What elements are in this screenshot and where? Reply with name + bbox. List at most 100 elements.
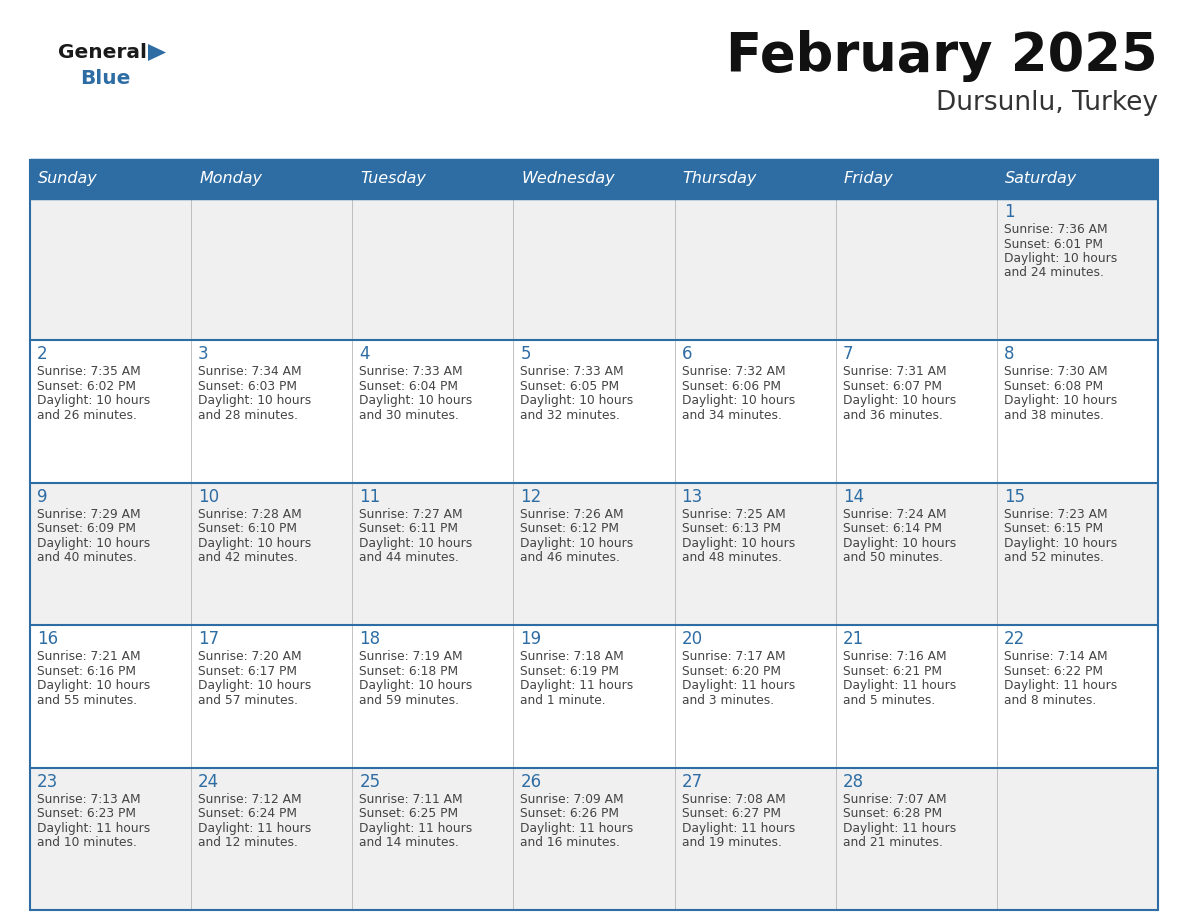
Text: Daylight: 10 hours: Daylight: 10 hours xyxy=(682,395,795,408)
Text: 26: 26 xyxy=(520,773,542,790)
Text: Sunrise: 7:11 AM: Sunrise: 7:11 AM xyxy=(359,792,463,806)
Text: Sunset: 6:22 PM: Sunset: 6:22 PM xyxy=(1004,665,1102,677)
Text: 13: 13 xyxy=(682,487,703,506)
Bar xyxy=(835,160,997,198)
Bar xyxy=(675,483,835,625)
Text: Sunrise: 7:16 AM: Sunrise: 7:16 AM xyxy=(842,650,947,663)
Text: Sunrise: 7:30 AM: Sunrise: 7:30 AM xyxy=(1004,365,1107,378)
Text: 5: 5 xyxy=(520,345,531,364)
Text: Daylight: 10 hours: Daylight: 10 hours xyxy=(37,679,150,692)
Text: Sunrise: 7:31 AM: Sunrise: 7:31 AM xyxy=(842,365,947,378)
Text: and 12 minutes.: and 12 minutes. xyxy=(198,836,298,849)
Text: Sunset: 6:12 PM: Sunset: 6:12 PM xyxy=(520,522,619,535)
Bar xyxy=(675,625,835,767)
Bar xyxy=(30,625,191,767)
Text: 23: 23 xyxy=(37,773,58,790)
Text: Daylight: 10 hours: Daylight: 10 hours xyxy=(198,537,311,550)
Text: Sunset: 6:03 PM: Sunset: 6:03 PM xyxy=(198,380,297,393)
Text: Blue: Blue xyxy=(80,69,131,88)
Text: Daylight: 10 hours: Daylight: 10 hours xyxy=(1004,537,1117,550)
Text: 3: 3 xyxy=(198,345,209,364)
Text: Thursday: Thursday xyxy=(683,172,757,186)
Text: and 42 minutes.: and 42 minutes. xyxy=(198,552,298,565)
Text: February 2025: February 2025 xyxy=(726,30,1158,82)
Text: Sunset: 6:14 PM: Sunset: 6:14 PM xyxy=(842,522,942,535)
Bar xyxy=(353,483,513,625)
Text: and 24 minutes.: and 24 minutes. xyxy=(1004,266,1104,279)
Text: Daylight: 10 hours: Daylight: 10 hours xyxy=(520,537,633,550)
Text: Sunset: 6:05 PM: Sunset: 6:05 PM xyxy=(520,380,620,393)
Text: Sunrise: 7:27 AM: Sunrise: 7:27 AM xyxy=(359,508,463,521)
Text: Daylight: 11 hours: Daylight: 11 hours xyxy=(359,822,473,834)
Bar xyxy=(997,767,1158,910)
Text: and 32 minutes.: and 32 minutes. xyxy=(520,409,620,422)
Bar xyxy=(191,160,353,198)
Text: Sunrise: 7:21 AM: Sunrise: 7:21 AM xyxy=(37,650,140,663)
Text: Sunrise: 7:32 AM: Sunrise: 7:32 AM xyxy=(682,365,785,378)
Text: and 50 minutes.: and 50 minutes. xyxy=(842,552,943,565)
Text: and 36 minutes.: and 36 minutes. xyxy=(842,409,942,422)
Text: Sunrise: 7:12 AM: Sunrise: 7:12 AM xyxy=(198,792,302,806)
Text: 9: 9 xyxy=(37,487,48,506)
Text: and 8 minutes.: and 8 minutes. xyxy=(1004,694,1097,707)
Text: and 30 minutes.: and 30 minutes. xyxy=(359,409,459,422)
Text: Daylight: 10 hours: Daylight: 10 hours xyxy=(198,679,311,692)
Text: Daylight: 10 hours: Daylight: 10 hours xyxy=(37,537,150,550)
Text: Friday: Friday xyxy=(843,172,893,186)
Bar xyxy=(30,341,191,483)
Polygon shape xyxy=(148,44,166,61)
Text: Daylight: 10 hours: Daylight: 10 hours xyxy=(1004,252,1117,265)
Text: Sunset: 6:09 PM: Sunset: 6:09 PM xyxy=(37,522,135,535)
Text: 10: 10 xyxy=(198,487,220,506)
Bar xyxy=(513,341,675,483)
Text: Sunset: 6:27 PM: Sunset: 6:27 PM xyxy=(682,807,781,820)
Bar xyxy=(997,198,1158,341)
Text: Monday: Monday xyxy=(200,172,263,186)
Text: Saturday: Saturday xyxy=(1005,172,1078,186)
Bar xyxy=(353,767,513,910)
Text: Sunset: 6:20 PM: Sunset: 6:20 PM xyxy=(682,665,781,677)
Text: Sunset: 6:19 PM: Sunset: 6:19 PM xyxy=(520,665,619,677)
Text: Sunset: 6:25 PM: Sunset: 6:25 PM xyxy=(359,807,459,820)
Text: 20: 20 xyxy=(682,630,702,648)
Text: Sunrise: 7:23 AM: Sunrise: 7:23 AM xyxy=(1004,508,1107,521)
Bar xyxy=(997,625,1158,767)
Text: Sunset: 6:10 PM: Sunset: 6:10 PM xyxy=(198,522,297,535)
Text: Daylight: 11 hours: Daylight: 11 hours xyxy=(682,822,795,834)
Text: Sunrise: 7:20 AM: Sunrise: 7:20 AM xyxy=(198,650,302,663)
Text: Daylight: 11 hours: Daylight: 11 hours xyxy=(520,822,633,834)
Text: General: General xyxy=(58,43,147,62)
Text: Daylight: 10 hours: Daylight: 10 hours xyxy=(359,395,473,408)
Text: Sunrise: 7:33 AM: Sunrise: 7:33 AM xyxy=(520,365,624,378)
Text: Tuesday: Tuesday xyxy=(360,172,426,186)
Bar xyxy=(835,341,997,483)
Text: 14: 14 xyxy=(842,487,864,506)
Text: Sunset: 6:16 PM: Sunset: 6:16 PM xyxy=(37,665,135,677)
Text: 2: 2 xyxy=(37,345,48,364)
Text: Daylight: 11 hours: Daylight: 11 hours xyxy=(682,679,795,692)
Text: Sunset: 6:15 PM: Sunset: 6:15 PM xyxy=(1004,522,1102,535)
Text: Dursunlu, Turkey: Dursunlu, Turkey xyxy=(936,90,1158,116)
Text: and 28 minutes.: and 28 minutes. xyxy=(198,409,298,422)
Text: 24: 24 xyxy=(198,773,220,790)
Bar xyxy=(835,767,997,910)
Text: 12: 12 xyxy=(520,487,542,506)
Text: Daylight: 10 hours: Daylight: 10 hours xyxy=(1004,395,1117,408)
Text: Sunrise: 7:24 AM: Sunrise: 7:24 AM xyxy=(842,508,947,521)
Bar xyxy=(353,341,513,483)
Bar xyxy=(513,160,675,198)
Text: Daylight: 10 hours: Daylight: 10 hours xyxy=(359,537,473,550)
Text: Sunset: 6:13 PM: Sunset: 6:13 PM xyxy=(682,522,781,535)
Text: Sunset: 6:24 PM: Sunset: 6:24 PM xyxy=(198,807,297,820)
Bar xyxy=(30,160,191,198)
Text: 11: 11 xyxy=(359,487,380,506)
Bar xyxy=(513,767,675,910)
Text: 28: 28 xyxy=(842,773,864,790)
Text: and 5 minutes.: and 5 minutes. xyxy=(842,694,935,707)
Text: Daylight: 11 hours: Daylight: 11 hours xyxy=(520,679,633,692)
Text: and 1 minute.: and 1 minute. xyxy=(520,694,606,707)
Text: 6: 6 xyxy=(682,345,693,364)
Bar xyxy=(191,341,353,483)
Text: Sunset: 6:07 PM: Sunset: 6:07 PM xyxy=(842,380,942,393)
Text: 21: 21 xyxy=(842,630,864,648)
